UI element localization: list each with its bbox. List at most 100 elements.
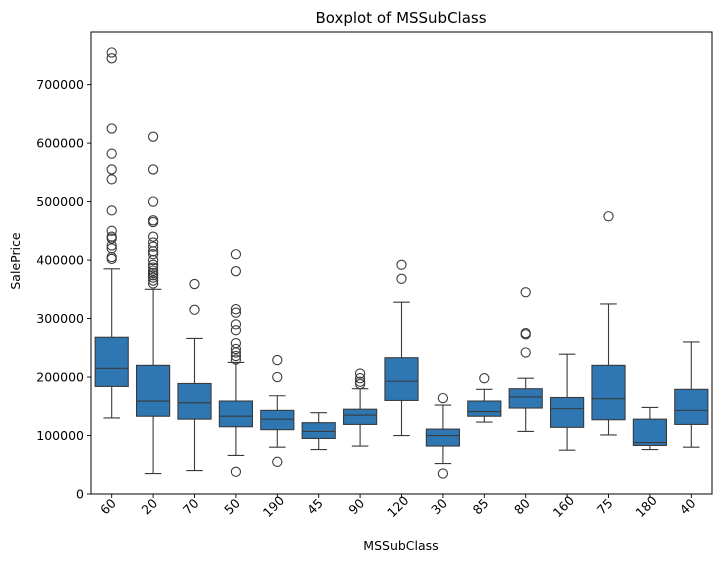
box — [135, 364, 171, 417]
box — [218, 400, 254, 428]
outlier-point — [147, 216, 159, 228]
outlier-point — [147, 254, 159, 266]
outlier-point — [147, 231, 159, 242]
outlier-point — [230, 354, 242, 365]
outlier-point — [230, 307, 242, 318]
outlier-point — [147, 265, 159, 276]
box — [384, 357, 419, 401]
outlier-point — [147, 164, 159, 175]
box — [177, 382, 212, 420]
x-tick-label: 85 — [470, 495, 492, 517]
outlier-point — [520, 347, 531, 358]
outlier-point — [437, 468, 449, 479]
outlier-point — [479, 373, 490, 384]
outlier-point — [354, 378, 366, 390]
outlier-point — [106, 174, 117, 185]
outlier-point — [106, 240, 117, 251]
outlier-point — [106, 148, 117, 159]
x-tick-label: 75 — [594, 495, 616, 517]
outlier-point — [106, 164, 117, 175]
box — [674, 388, 709, 425]
axes-frame — [90, 31, 713, 495]
outlier-point — [147, 259, 159, 270]
outlier-point — [106, 233, 117, 244]
outlier-point — [230, 304, 242, 315]
box — [425, 428, 461, 447]
outlier-point — [106, 123, 117, 134]
x-tick-label: 190 — [260, 493, 288, 521]
x-tick-label: 60 — [97, 495, 119, 517]
x-tick-label: 45 — [304, 495, 326, 517]
y-tick-label: 500000 — [36, 194, 84, 209]
outlier-point — [272, 354, 283, 366]
outlier-point — [354, 368, 366, 379]
outlier-point — [189, 304, 200, 315]
outlier-point — [106, 225, 117, 236]
outlier-point — [189, 278, 200, 290]
x-tick-label: 160 — [550, 493, 578, 521]
x-tick-label: 80 — [511, 495, 533, 517]
x-tick-label: 50 — [221, 495, 243, 517]
outlier-point — [147, 196, 159, 207]
x-tick-label: 40 — [677, 495, 699, 517]
box — [549, 396, 585, 428]
y-tick-label: 200000 — [36, 370, 84, 385]
outlier-point — [106, 47, 117, 58]
outlier-point — [230, 350, 242, 362]
outlier-point — [230, 343, 242, 355]
outlier-point — [106, 205, 117, 216]
outlier-point — [230, 325, 242, 336]
y-tick-label: 700000 — [36, 77, 84, 92]
outlier-point — [520, 287, 531, 298]
x-tick-label: 30 — [428, 495, 450, 517]
outlier-point — [272, 371, 283, 383]
outlier-point — [230, 266, 242, 277]
outlier-point — [230, 249, 242, 260]
x-tick-label: 70 — [180, 495, 202, 517]
outlier-point — [147, 278, 159, 289]
outlier-point — [230, 347, 242, 358]
box — [94, 336, 129, 387]
outlier-point — [147, 262, 159, 273]
outlier-point — [603, 211, 614, 222]
chart-title: Boxplot of MSSubClass — [315, 9, 486, 27]
box — [508, 388, 543, 409]
box — [301, 422, 336, 439]
outlier-point — [520, 329, 531, 340]
outlier-point — [147, 267, 159, 279]
outlier-point — [147, 272, 159, 283]
outlier-point — [354, 376, 366, 387]
box — [260, 409, 295, 431]
plot-area: 0 100000 200000 300000 400000 500000 600000 700… — [36, 31, 713, 521]
outlier-point — [147, 131, 159, 142]
x-tick-label: 20 — [138, 495, 160, 517]
box — [467, 400, 502, 417]
y-tick-label: 400000 — [36, 253, 84, 268]
box — [591, 364, 626, 421]
x-tick-label: 180 — [632, 493, 660, 521]
outlier-point — [147, 270, 159, 281]
outlier-point — [147, 249, 159, 260]
y-tick-label: 600000 — [36, 136, 84, 151]
outlier-point — [396, 273, 407, 284]
x-tick-label: 90 — [345, 495, 367, 517]
outlier-point — [106, 53, 117, 64]
outlier-point — [396, 259, 407, 270]
box — [632, 418, 668, 447]
outlier-point — [354, 373, 366, 384]
box — [342, 408, 378, 425]
outlier-point — [147, 241, 159, 252]
outlier-point — [272, 456, 283, 467]
outlier-point — [230, 319, 242, 330]
y-tick-label: 300000 — [36, 311, 84, 326]
y-axis-label: SalePrice — [8, 232, 23, 290]
outlier-point — [106, 253, 117, 265]
x-axis-label: MSSubClass — [363, 538, 438, 553]
x-tick-label: 120 — [384, 493, 412, 521]
y-tick-label: 0 — [76, 487, 84, 502]
outlier-point — [437, 392, 449, 404]
outlier-point — [147, 275, 159, 286]
y-tick-label: 100000 — [36, 428, 84, 443]
outlier-point — [230, 466, 242, 477]
